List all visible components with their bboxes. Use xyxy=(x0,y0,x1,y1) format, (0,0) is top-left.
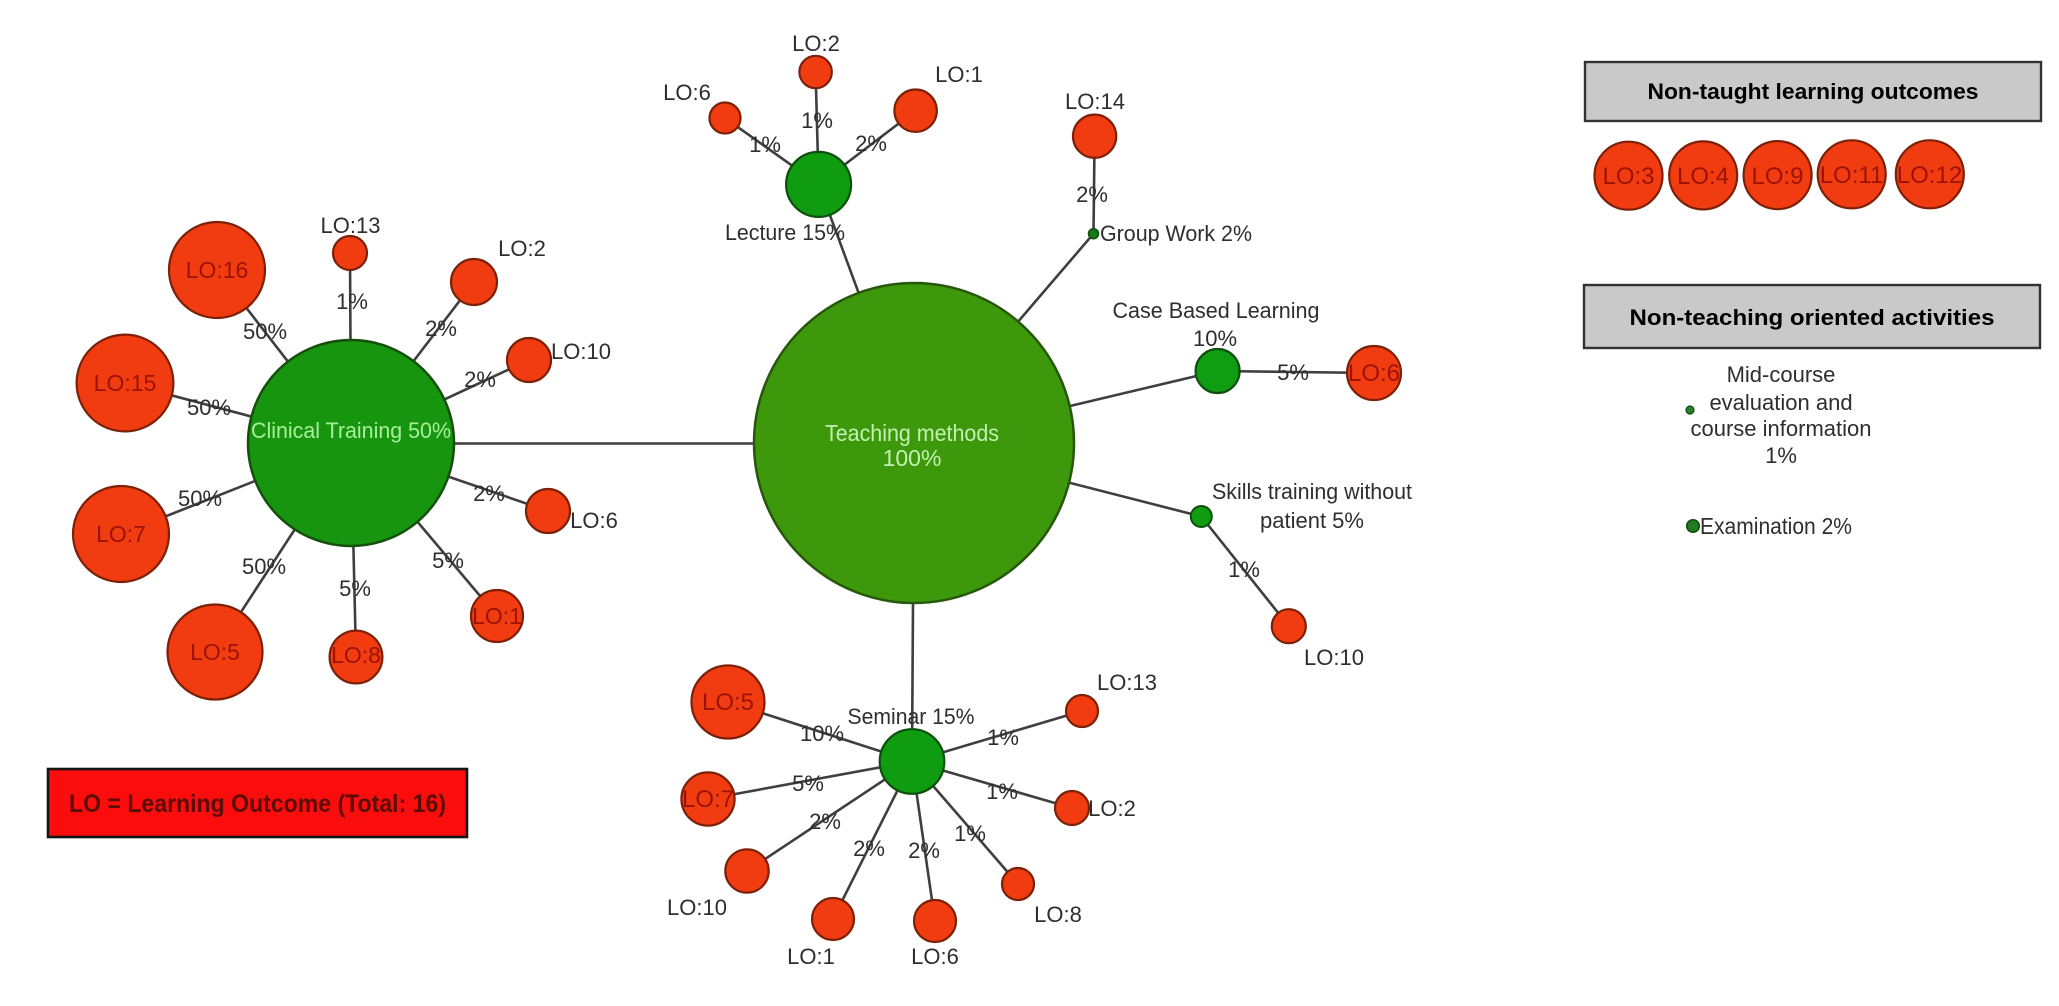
svg-text:Seminar 15%: Seminar 15% xyxy=(848,704,975,729)
svg-text:LO:6: LO:6 xyxy=(663,80,711,105)
svg-text:LO:13: LO:13 xyxy=(1097,670,1157,695)
svg-text:2%: 2% xyxy=(855,131,887,156)
svg-text:1%: 1% xyxy=(749,132,781,157)
svg-text:100%: 100% xyxy=(883,445,942,471)
svg-text:Mid-course: Mid-course xyxy=(1727,362,1836,387)
svg-text:Teaching methods: Teaching methods xyxy=(825,420,999,446)
svg-text:Non-teaching oriented activiti: Non-teaching oriented activities xyxy=(1630,305,1995,330)
svg-text:1%: 1% xyxy=(1765,443,1797,468)
svg-text:1%: 1% xyxy=(801,108,833,133)
svg-text:2%: 2% xyxy=(464,367,496,392)
svg-text:10%: 10% xyxy=(800,721,844,746)
svg-text:LO:5: LO:5 xyxy=(190,639,240,665)
svg-text:5%: 5% xyxy=(792,771,824,796)
svg-text:LO:15: LO:15 xyxy=(94,370,157,396)
svg-text:LO:1: LO:1 xyxy=(935,62,983,87)
svg-text:course information: course information xyxy=(1691,416,1872,441)
svg-text:1%: 1% xyxy=(954,821,986,846)
svg-text:Group Work 2%: Group Work 2% xyxy=(1100,221,1252,246)
svg-text:LO:12: LO:12 xyxy=(1897,162,1962,189)
svg-text:LO:6: LO:6 xyxy=(1348,360,1400,387)
svg-text:LO:14: LO:14 xyxy=(1065,89,1125,114)
svg-text:2%: 2% xyxy=(1076,182,1108,207)
svg-text:LO:10: LO:10 xyxy=(551,339,611,364)
svg-text:LO:6: LO:6 xyxy=(911,944,959,969)
svg-text:LO:9: LO:9 xyxy=(1751,163,1803,190)
svg-text:LO:8: LO:8 xyxy=(1034,902,1082,927)
svg-text:Examination 2%: Examination 2% xyxy=(1700,513,1852,539)
svg-text:LO:7: LO:7 xyxy=(96,521,146,547)
svg-text:2%: 2% xyxy=(908,838,940,863)
svg-text:5%: 5% xyxy=(1277,360,1309,385)
svg-text:LO:13: LO:13 xyxy=(321,213,381,238)
svg-text:LO:2: LO:2 xyxy=(792,31,840,56)
svg-text:5%: 5% xyxy=(432,548,464,573)
svg-text:1%: 1% xyxy=(1228,557,1260,582)
svg-text:LO:6: LO:6 xyxy=(570,508,618,533)
svg-text:LO:8: LO:8 xyxy=(331,642,381,668)
svg-text:Case Based Learning: Case Based Learning xyxy=(1113,298,1320,323)
svg-text:LO:10: LO:10 xyxy=(667,895,727,920)
svg-text:patient 5%: patient 5% xyxy=(1260,508,1364,533)
svg-text:50%: 50% xyxy=(178,486,222,511)
svg-text:LO:10: LO:10 xyxy=(1304,645,1364,670)
svg-text:Clinical Training 50%: Clinical Training 50% xyxy=(251,418,451,443)
svg-text:1%: 1% xyxy=(986,779,1018,804)
svg-text:2%: 2% xyxy=(809,809,841,834)
svg-text:LO:1: LO:1 xyxy=(787,944,835,969)
svg-text:LO:1: LO:1 xyxy=(472,603,522,629)
svg-text:LO:5: LO:5 xyxy=(702,689,754,716)
svg-text:LO:11: LO:11 xyxy=(1820,162,1884,189)
svg-text:2%: 2% xyxy=(473,481,505,506)
svg-text:Skills training without: Skills training without xyxy=(1212,479,1412,504)
svg-text:2%: 2% xyxy=(853,836,885,861)
svg-text:LO:2: LO:2 xyxy=(1088,796,1136,821)
svg-text:Non-taught learning outcomes: Non-taught learning outcomes xyxy=(1648,79,1979,104)
svg-text:2%: 2% xyxy=(425,316,457,341)
svg-text:LO:3: LO:3 xyxy=(1602,163,1654,190)
svg-text:5%: 5% xyxy=(339,576,371,601)
svg-text:evaluation and: evaluation and xyxy=(1709,390,1852,415)
svg-text:50%: 50% xyxy=(187,395,231,420)
svg-text:50%: 50% xyxy=(242,554,286,579)
svg-text:1%: 1% xyxy=(336,289,368,314)
svg-text:LO = Learning Outcome (Total:: LO = Learning Outcome (Total: 16) xyxy=(69,790,446,818)
svg-text:LO:4: LO:4 xyxy=(1677,163,1729,190)
svg-text:10%: 10% xyxy=(1193,326,1237,351)
svg-text:50%: 50% xyxy=(243,319,287,344)
svg-text:Lecture 15%: Lecture 15% xyxy=(725,220,845,245)
svg-text:LO:2: LO:2 xyxy=(498,236,546,261)
svg-text:LO:7: LO:7 xyxy=(682,786,734,813)
svg-text:1%: 1% xyxy=(987,725,1019,750)
svg-text:LO:16: LO:16 xyxy=(186,257,249,283)
